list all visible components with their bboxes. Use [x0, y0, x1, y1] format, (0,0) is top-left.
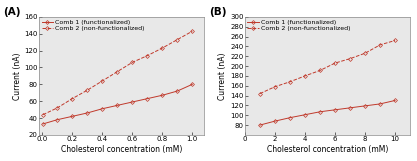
Comb 2 (non-functionalized) [175, 39, 180, 41]
Comb 2 (non-functionalized) [70, 98, 75, 100]
Line: Comb 2 (non-functionalized): Comb 2 (non-functionalized) [259, 39, 397, 95]
Comb 1 (functionalized) [190, 83, 195, 85]
Comb 2 (non-functionalized) [257, 93, 262, 95]
Comb 1 (functionalized) [55, 119, 60, 121]
Comb 2 (non-functionalized) [392, 39, 397, 41]
Comb 2 (non-functionalized) [190, 30, 195, 32]
Comb 1 (functionalized) [332, 109, 337, 111]
Comb 1 (functionalized) [100, 108, 105, 110]
X-axis label: Cholesterol concentration (mM): Cholesterol concentration (mM) [61, 145, 183, 154]
Comb 1 (functionalized) [287, 117, 292, 119]
Comb 1 (functionalized) [115, 104, 120, 106]
Comb 2 (non-functionalized) [145, 55, 150, 57]
Comb 2 (non-functionalized) [40, 114, 45, 116]
Comb 2 (non-functionalized) [100, 80, 105, 82]
Comb 1 (functionalized) [392, 99, 397, 101]
Comb 1 (functionalized) [302, 114, 307, 116]
Comb 1 (functionalized) [272, 120, 277, 122]
Comb 2 (non-functionalized) [115, 71, 120, 73]
Comb 2 (non-functionalized) [377, 44, 382, 46]
Legend: Comb 1 (functionalized), Comb 2 (non-functionalized): Comb 1 (functionalized), Comb 2 (non-fun… [41, 19, 145, 32]
Comb 1 (functionalized) [317, 111, 322, 113]
Comb 2 (non-functionalized) [272, 86, 277, 88]
Legend: Comb 1 (functionalized), Comb 2 (non-functionalized): Comb 1 (functionalized), Comb 2 (non-fun… [247, 19, 351, 32]
Comb 1 (functionalized) [160, 94, 165, 96]
Comb 2 (non-functionalized) [302, 75, 307, 77]
Comb 2 (non-functionalized) [287, 81, 292, 83]
Comb 2 (non-functionalized) [347, 58, 352, 60]
Comb 2 (non-functionalized) [317, 70, 322, 71]
Comb 2 (non-functionalized) [85, 89, 90, 91]
Comb 2 (non-functionalized) [160, 47, 165, 49]
Comb 2 (non-functionalized) [332, 62, 337, 64]
Comb 2 (non-functionalized) [362, 52, 367, 54]
Comb 1 (functionalized) [40, 123, 45, 125]
Y-axis label: Current (nA): Current (nA) [219, 52, 227, 100]
Line: Comb 2 (non-functionalized): Comb 2 (non-functionalized) [42, 30, 194, 116]
Comb 2 (non-functionalized) [55, 107, 60, 109]
Comb 1 (functionalized) [70, 115, 75, 117]
Text: (B): (B) [208, 7, 226, 17]
Comb 2 (non-functionalized) [130, 61, 135, 63]
Comb 1 (functionalized) [145, 98, 150, 100]
Y-axis label: Current (nA): Current (nA) [13, 52, 22, 100]
Text: (A): (A) [3, 7, 20, 17]
Comb 1 (functionalized) [347, 107, 352, 109]
Comb 1 (functionalized) [257, 124, 262, 126]
Comb 1 (functionalized) [175, 90, 180, 92]
Line: Comb 1 (functionalized): Comb 1 (functionalized) [259, 99, 397, 126]
Comb 1 (functionalized) [377, 103, 382, 105]
X-axis label: Cholesterol concentration (mM): Cholesterol concentration (mM) [267, 145, 388, 154]
Comb 1 (functionalized) [362, 105, 367, 107]
Comb 1 (functionalized) [130, 101, 135, 103]
Line: Comb 1 (functionalized): Comb 1 (functionalized) [42, 83, 194, 125]
Comb 1 (functionalized) [85, 112, 90, 114]
